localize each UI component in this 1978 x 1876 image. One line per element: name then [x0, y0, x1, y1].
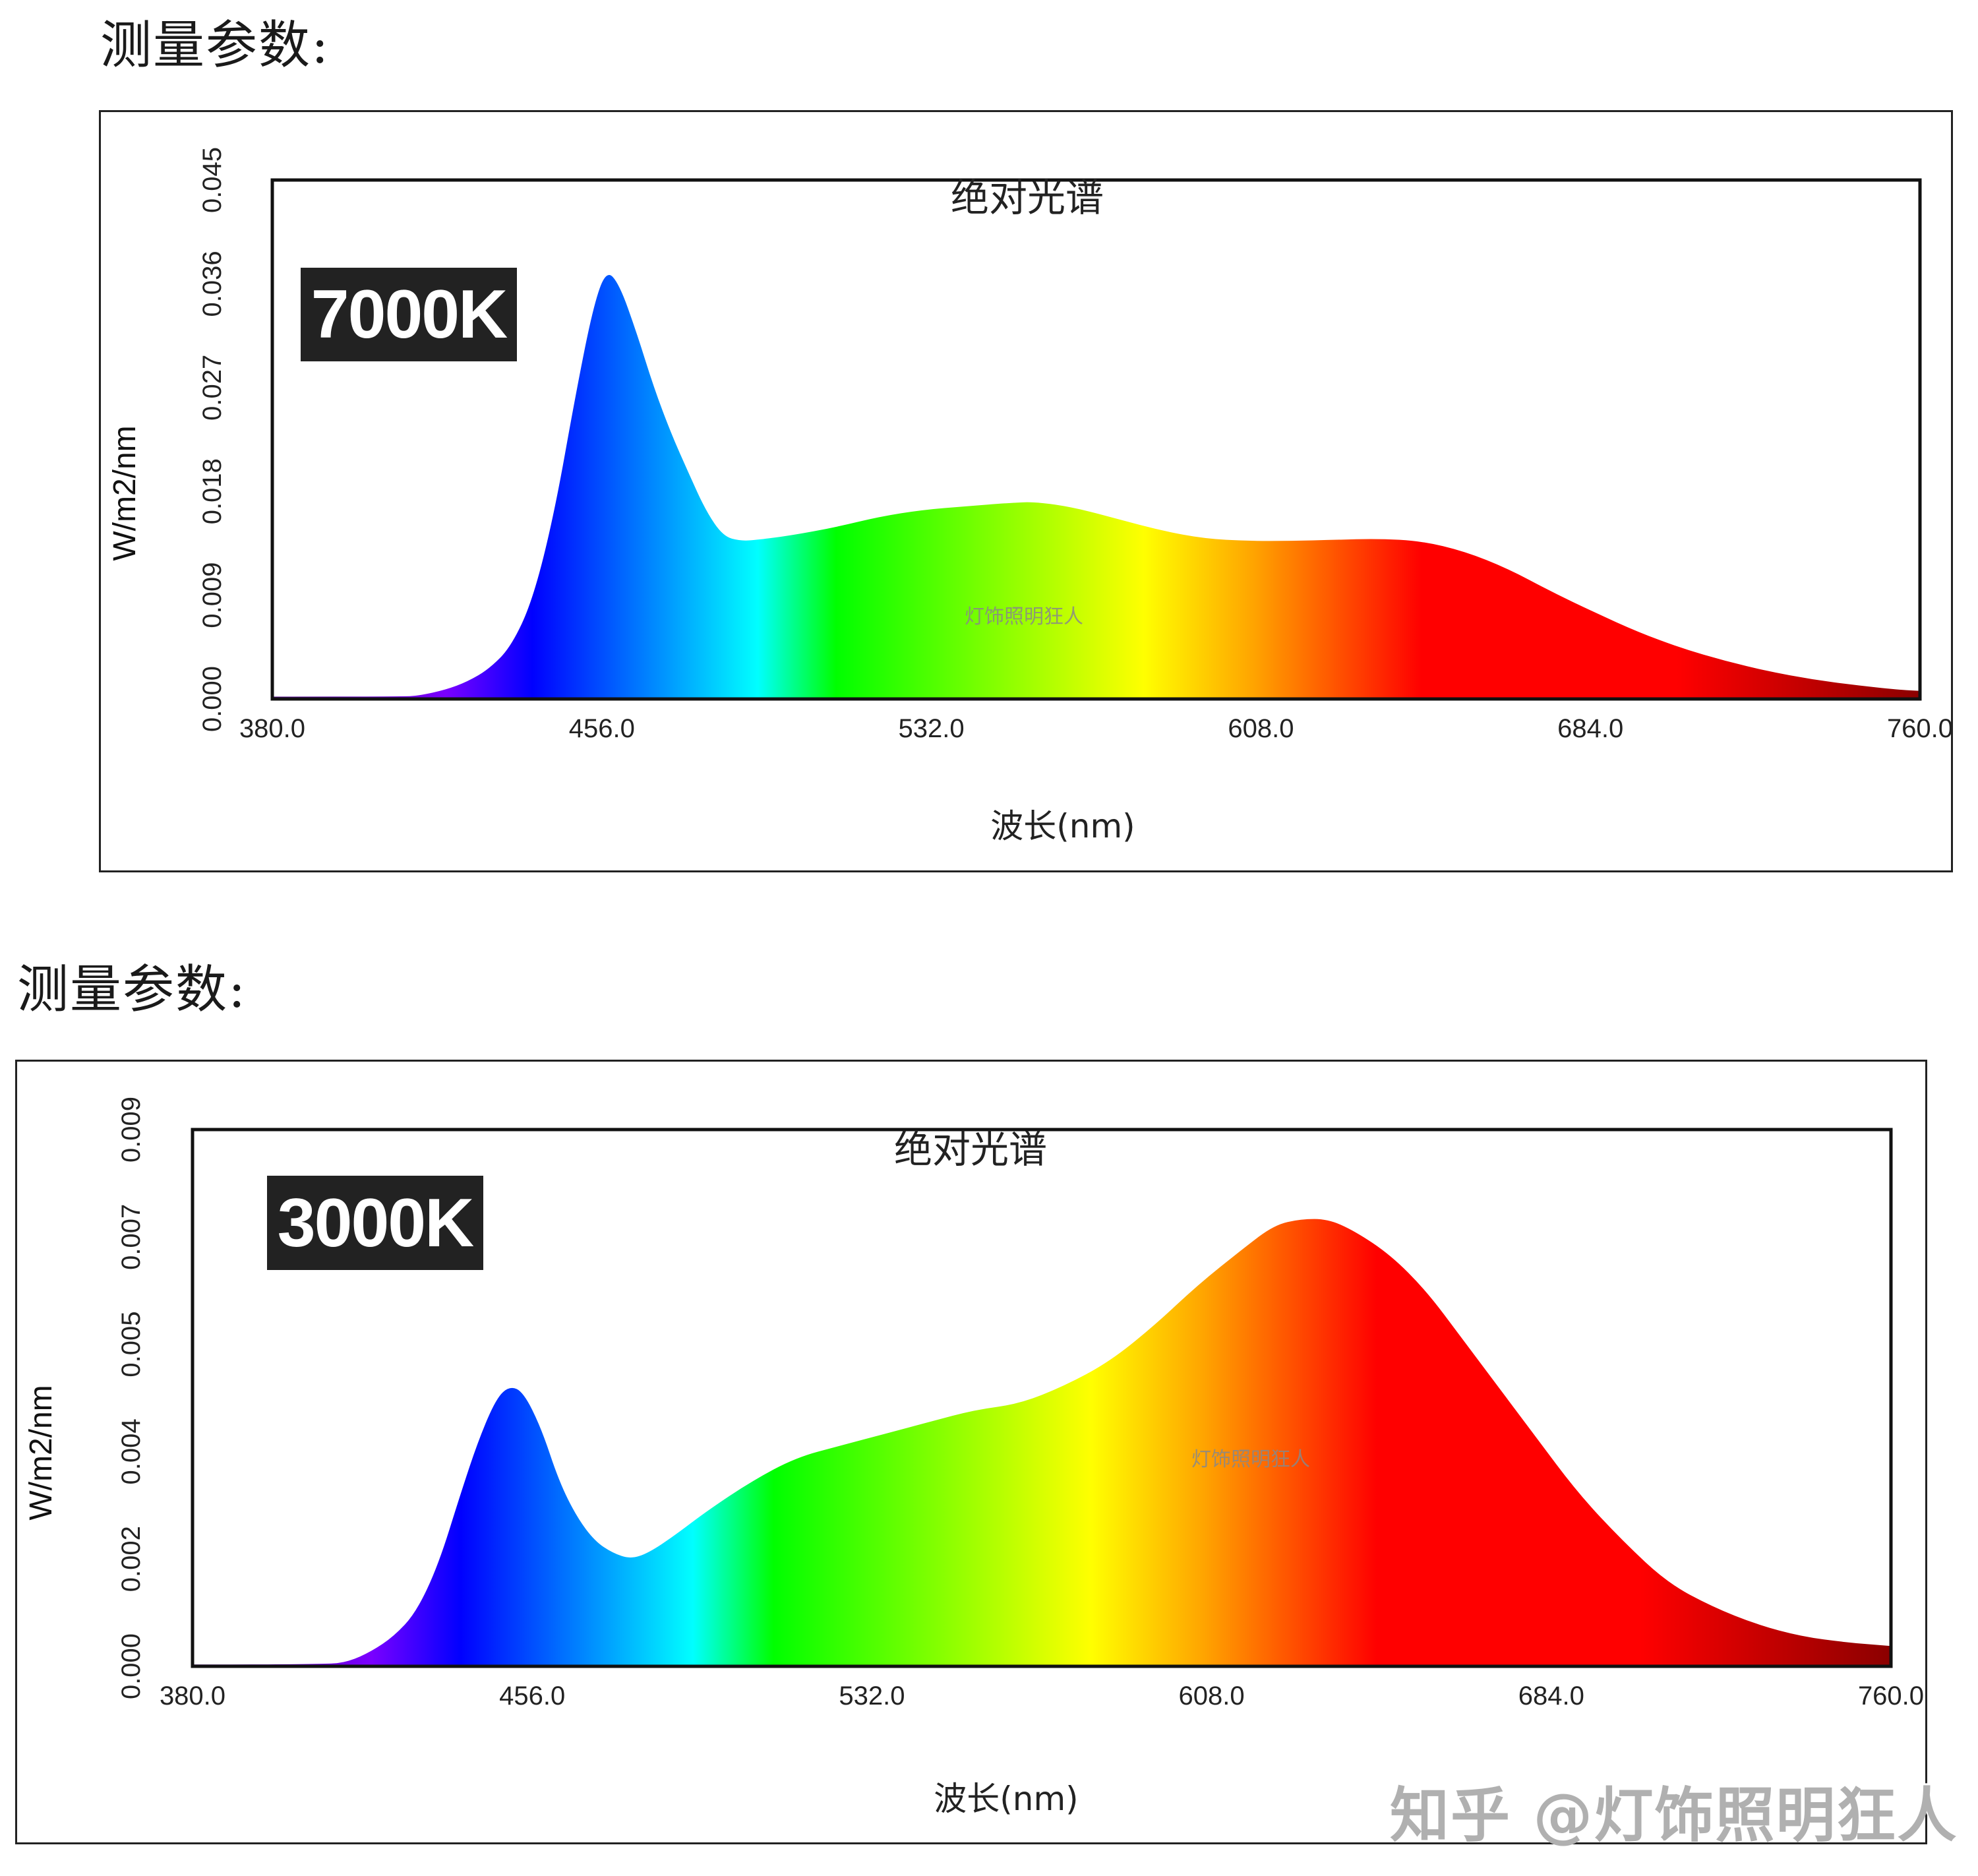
y-axis-ticks: 0.000 0.002 0.004 0.005 0.007 0.009 — [117, 1097, 146, 1699]
y-tick-label: 0.000 — [117, 1633, 146, 1699]
x-axis-label: 波长(nm) — [990, 807, 1135, 845]
spectrum-chart-7000k: 绝对光谱 灯饰照明狂人 0.0000.0090.0180.0270.0360.0… — [107, 147, 1953, 845]
x-tick-label: 608.0 — [1228, 714, 1294, 743]
chart-title: 绝对光谱 — [951, 175, 1104, 220]
y-tick-label: 0.018 — [198, 458, 227, 524]
x-axis-label: 波长(nm) — [934, 1780, 1078, 1818]
cct-badge-3000k: 3000K — [267, 1176, 483, 1270]
zhihu-watermark: 知乎 @灯饰照明狂人 — [1390, 1781, 1958, 1850]
cct-badge-7000k: 7000K — [301, 268, 517, 361]
x-tick-label: 684.0 — [1518, 1681, 1584, 1710]
spectrum-area — [193, 1219, 1891, 1666]
x-tick-label: 380.0 — [160, 1681, 225, 1710]
x-tick-label: 380.0 — [239, 714, 305, 743]
inner-watermark: 灯饰照明狂人 — [1191, 1448, 1310, 1471]
x-axis-ticks: 380.0 456.0 532.0 608.0 684.0 760.0 — [239, 714, 1953, 743]
x-tick-label: 532.0 — [899, 714, 965, 743]
x-axis-ticks: 380.0 456.0 532.0 608.0 684.0 760.0 — [160, 1681, 1924, 1710]
y-tick-label: 0.004 — [117, 1418, 146, 1484]
y-tick-label: 0.002 — [117, 1526, 146, 1592]
y-tick-label: 0.027 — [198, 355, 227, 421]
x-tick-label: 456.0 — [569, 714, 635, 743]
y-tick-label: 0.005 — [117, 1312, 146, 1377]
section-title-2: 测量参数: — [17, 960, 247, 1019]
chart-title: 绝对光谱 — [894, 1127, 1047, 1172]
y-tick-label: 0.036 — [198, 251, 227, 317]
chart-frame-7000k — [99, 110, 1953, 872]
y-axis-label: W/m2/nm — [24, 1385, 59, 1520]
x-tick-label: 456.0 — [499, 1681, 565, 1710]
y-axis-ticks: 0.000 0.009 0.018 0.027 0.036 0.045 — [198, 147, 227, 732]
x-tick-label: 532.0 — [839, 1681, 905, 1710]
y-tick-label: 0.045 — [198, 147, 227, 213]
x-tick-label: 608.0 — [1179, 1681, 1245, 1710]
y-tick-label: 0.007 — [117, 1204, 146, 1270]
section-title-1: 测量参数: — [100, 16, 330, 75]
plot-area-frame — [270, 178, 1922, 701]
x-tick-label: 684.0 — [1557, 714, 1623, 743]
inner-watermark: 灯饰照明狂人 — [965, 605, 1083, 628]
y-tick-label: 0.009 — [117, 1097, 146, 1163]
y-axis-label: W/m2/nm — [107, 425, 142, 560]
spectrum-area — [272, 275, 1920, 699]
x-tick-label: 760.0 — [1887, 714, 1953, 743]
plot-area-frame — [191, 1128, 1893, 1668]
y-tick-label: 0.009 — [198, 562, 227, 628]
x-tick-label: 760.0 — [1858, 1681, 1924, 1710]
y-tick-label: 0.000 — [198, 666, 227, 732]
